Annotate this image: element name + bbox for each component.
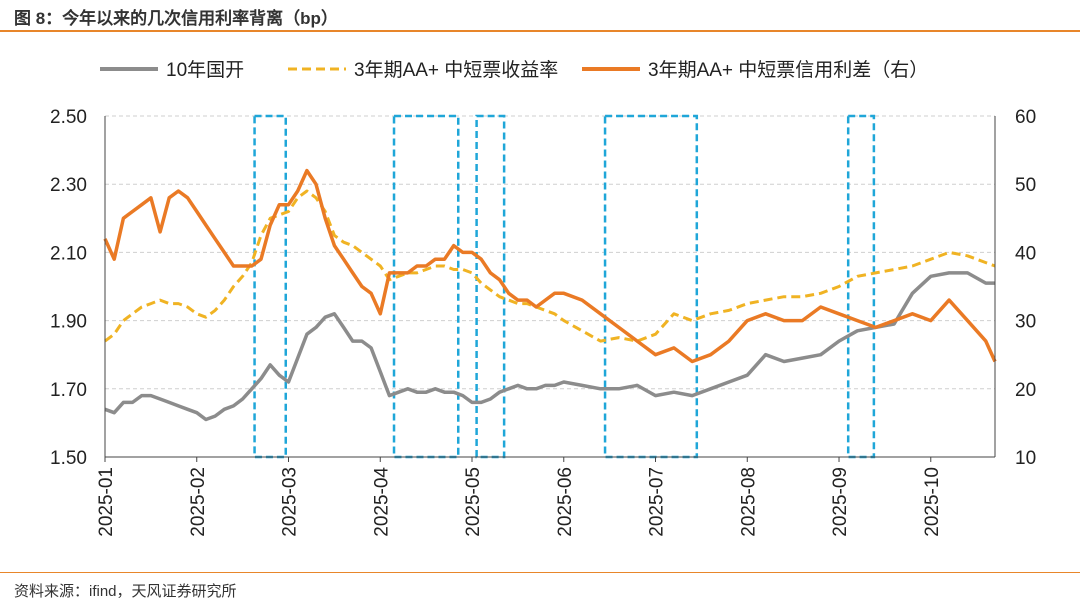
divergence-box <box>846 114 876 459</box>
y-left-tick-label: 1.90 <box>50 312 87 333</box>
legend: 10年国开 3年期AA+ 中短票收益率 3年期AA+ 中短票信用利差（右） <box>100 59 928 81</box>
y-right-tick-label: 50 <box>1015 175 1036 196</box>
series-line-aa-yield <box>104 189 996 343</box>
divergence-box <box>603 114 699 459</box>
x-tick-label: 2025-09 <box>830 467 851 537</box>
figure-title: 图 8：今年以来的几次信用利率背离（bp） <box>14 9 338 28</box>
axis-layer: 1.50 1.70 1.90 2.10 2.30 2.50 10 20 30 40 50 60 2025… <box>50 107 1036 537</box>
y-left-tick-label: 2.50 <box>50 107 87 128</box>
series-layer <box>103 168 997 422</box>
legend-label-aa-yield: 3年期AA+ 中短票收益率 <box>354 59 558 81</box>
x-tick-label: 2025-06 <box>555 467 576 537</box>
divergence-box <box>392 114 460 459</box>
top-divider <box>0 30 1080 32</box>
series-line-gdb10y <box>104 271 995 422</box>
x-tick-label: 2025-07 <box>647 467 668 537</box>
divergence-box <box>475 114 506 459</box>
y-left-tick-label: 1.50 <box>50 448 87 469</box>
y-right-tick-label: 60 <box>1015 107 1036 128</box>
x-tick-label: 2025-02 <box>188 467 209 537</box>
legend-label-aa-spread: 3年期AA+ 中短票信用利差（右） <box>648 59 928 81</box>
y-left-tick-label: 2.10 <box>50 243 87 264</box>
y-right-tick-label: 10 <box>1015 448 1036 469</box>
y-right-tick-label: 20 <box>1015 380 1036 401</box>
divergence-box <box>253 114 288 459</box>
series-line-aa-spread <box>103 168 997 364</box>
x-tick-label: 2025-01 <box>96 467 117 537</box>
x-tick-label: 2025-10 <box>922 467 943 537</box>
legend-label-gdb10y: 10年国开 <box>166 59 244 81</box>
x-tick-label: 2025-03 <box>280 467 301 537</box>
x-tick-label: 2025-04 <box>371 467 392 537</box>
grid-layer <box>105 115 995 390</box>
source-note: 资料来源：ifind，天风证券研究所 <box>14 583 237 600</box>
x-tick-label: 2025-08 <box>738 467 759 537</box>
divergence-boxes <box>253 114 876 459</box>
x-tick-label: 2025-05 <box>463 467 484 537</box>
y-left-tick-label: 1.70 <box>50 380 87 401</box>
y-left-tick-label: 2.30 <box>50 175 87 196</box>
bottom-divider <box>0 572 1080 573</box>
y-right-tick-label: 40 <box>1015 243 1036 264</box>
y-right-tick-label: 30 <box>1015 312 1036 333</box>
